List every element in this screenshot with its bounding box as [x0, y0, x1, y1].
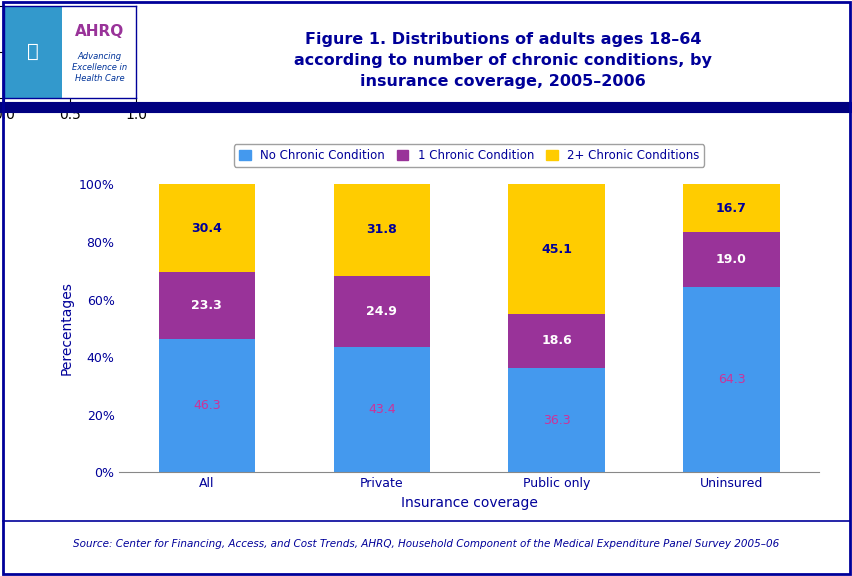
Bar — [333, 184, 429, 276]
Text: 30.4: 30.4 — [191, 222, 222, 234]
Text: 45.1: 45.1 — [540, 242, 572, 256]
Bar — [508, 368, 604, 472]
Text: AHRQ: AHRQ — [75, 24, 124, 39]
Text: Source: Center for Financing, Access, and Cost Trends, AHRQ, Household Component: Source: Center for Financing, Access, an… — [73, 539, 779, 550]
Text: 64.3: 64.3 — [717, 373, 745, 386]
Y-axis label: Perecentages: Perecentages — [59, 282, 73, 375]
Bar — [508, 314, 604, 368]
Text: Advancing: Advancing — [78, 52, 121, 61]
Bar — [682, 184, 779, 233]
FancyBboxPatch shape — [4, 6, 62, 98]
Text: 18.6: 18.6 — [540, 335, 572, 347]
Text: 43.4: 43.4 — [367, 403, 395, 416]
Bar — [682, 287, 779, 472]
Text: Figure 1. Distributions of adults ages 18–64
according to number of chronic cond: Figure 1. Distributions of adults ages 1… — [294, 32, 711, 89]
Text: 16.7: 16.7 — [715, 202, 746, 215]
Text: 23.3: 23.3 — [191, 299, 222, 312]
Text: 19.0: 19.0 — [715, 253, 746, 266]
Text: 46.3: 46.3 — [193, 399, 221, 412]
Bar — [333, 347, 429, 472]
Text: 🦅: 🦅 — [27, 43, 39, 61]
Bar — [158, 339, 255, 472]
Bar — [333, 276, 429, 347]
Bar — [158, 272, 255, 339]
Bar — [682, 233, 779, 287]
Text: 24.9: 24.9 — [366, 305, 397, 318]
Text: 31.8: 31.8 — [366, 223, 397, 236]
Text: Health Care: Health Care — [75, 74, 124, 83]
Text: Excellence in: Excellence in — [72, 63, 127, 72]
Bar — [158, 184, 255, 272]
X-axis label: Insurance coverage: Insurance coverage — [400, 496, 537, 510]
Legend: No Chronic Condition, 1 Chronic Condition, 2+ Chronic Conditions: No Chronic Condition, 1 Chronic Conditio… — [233, 144, 704, 166]
Text: 36.3: 36.3 — [542, 414, 570, 427]
Bar — [508, 184, 604, 314]
